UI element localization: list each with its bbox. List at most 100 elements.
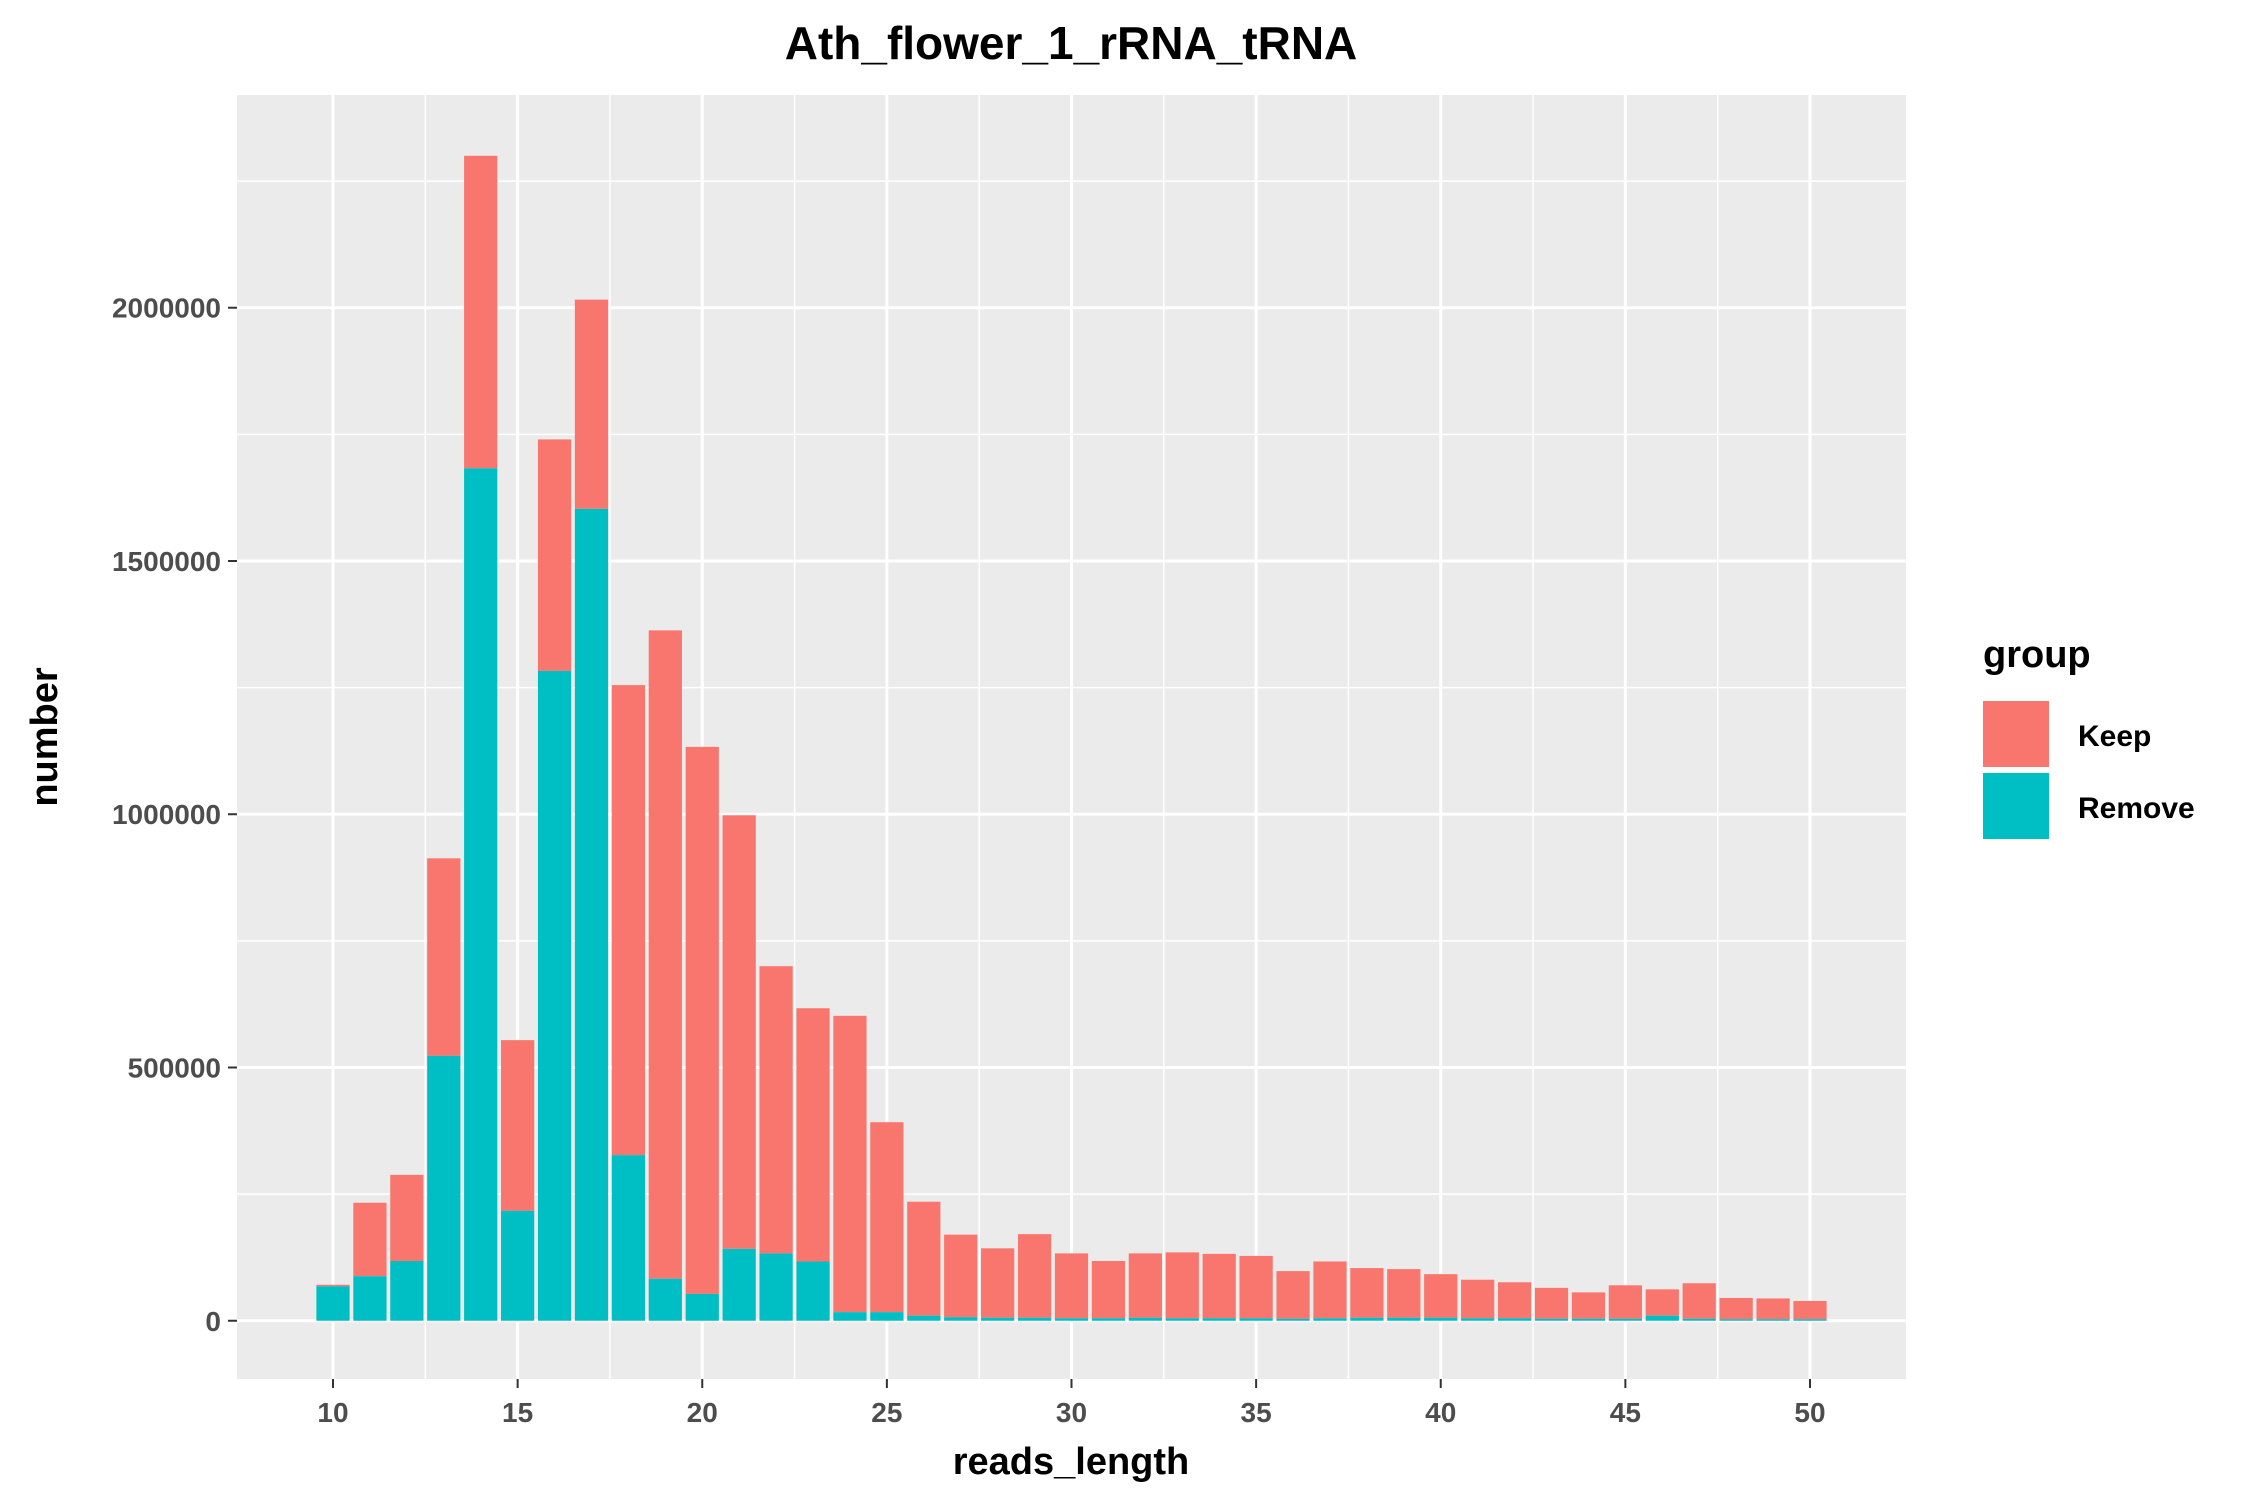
bar-keep [1350, 1268, 1384, 1318]
y-tick-label: 500000 [128, 1052, 221, 1083]
x-tick-label: 20 [687, 1397, 718, 1428]
bar-remove [1017, 1317, 1052, 1321]
bar-keep [1239, 1255, 1273, 1319]
legend: group Keep Remove [1983, 634, 2195, 839]
bar-keep [537, 439, 572, 671]
bar-remove [759, 1253, 793, 1321]
bar-keep [870, 1122, 904, 1313]
bar-remove [1387, 1317, 1421, 1321]
bar-remove [611, 1155, 646, 1321]
bar-remove [870, 1312, 904, 1321]
bar-keep [390, 1174, 424, 1261]
bar-remove [1571, 1318, 1606, 1321]
x-tick-label: 40 [1425, 1397, 1456, 1428]
legend-label-remove: Remove [2078, 792, 2195, 825]
bar-keep [1461, 1279, 1495, 1319]
bar-keep [1017, 1234, 1052, 1318]
y-tick-label: 2000000 [112, 293, 221, 324]
bar-keep [316, 1284, 350, 1287]
bar-remove [1424, 1317, 1458, 1321]
y-axis: 0 500000 1000000 1500000 2000000 [112, 293, 237, 1337]
bar-keep [1054, 1253, 1089, 1319]
bar-keep [1091, 1260, 1126, 1319]
bar-remove [574, 508, 609, 1321]
bar-keep [1202, 1253, 1236, 1319]
bar-keep [759, 966, 793, 1254]
bar-keep [981, 1248, 1015, 1318]
bar-keep [833, 1015, 867, 1313]
bar-remove [1350, 1317, 1384, 1321]
bar-keep [1313, 1261, 1347, 1319]
y-tick-label: 1000000 [112, 799, 221, 830]
chart-title: Ath_flower_1_rRNA_tRNA [785, 17, 1358, 69]
bar-remove [427, 1055, 461, 1321]
bar-remove [501, 1210, 535, 1321]
bar-remove [1682, 1318, 1716, 1321]
bar-remove [1461, 1318, 1495, 1321]
bar-keep [353, 1202, 387, 1277]
bar-keep [1608, 1285, 1642, 1319]
bar-keep [1424, 1274, 1458, 1318]
bar-remove [944, 1317, 978, 1321]
bar-remove [1608, 1318, 1642, 1321]
bar-keep [1497, 1282, 1532, 1319]
bar-remove [722, 1248, 756, 1321]
bar-keep [1571, 1292, 1606, 1319]
x-tick-label: 10 [317, 1397, 348, 1428]
bar-remove [1719, 1319, 1753, 1321]
bar-remove [907, 1315, 941, 1321]
bar-remove [1534, 1318, 1569, 1321]
bar-remove [1054, 1318, 1089, 1321]
x-tick-label: 15 [502, 1397, 533, 1428]
bar-remove [316, 1286, 350, 1321]
bar-remove [1497, 1318, 1532, 1321]
bar-remove [833, 1312, 867, 1321]
x-axis: 10 15 20 25 30 35 40 45 50 [317, 1379, 1826, 1428]
y-tick-label: 1500000 [112, 546, 221, 577]
x-tick-label: 45 [1610, 1397, 1641, 1428]
bar-keep [907, 1201, 941, 1316]
bar-keep [611, 685, 646, 1156]
legend-key-remove [1983, 773, 2049, 839]
bar-keep [1534, 1287, 1569, 1319]
bar-keep [796, 1008, 830, 1262]
bar-remove [1128, 1317, 1162, 1321]
bar-remove [685, 1293, 719, 1321]
bar-remove [464, 468, 498, 1321]
bar-remove [353, 1276, 387, 1321]
bar-remove [796, 1261, 830, 1321]
bar-remove [537, 670, 572, 1321]
bar-remove [1645, 1315, 1679, 1321]
y-axis-title: number [24, 667, 66, 807]
bar-keep [648, 630, 682, 1279]
bar-keep [1165, 1252, 1199, 1319]
bar-remove [981, 1317, 1015, 1321]
bar-keep [1756, 1298, 1790, 1320]
legend-key-keep [1983, 701, 2049, 767]
bar-keep [1793, 1300, 1827, 1320]
x-tick-label: 25 [871, 1397, 902, 1428]
bar-keep [1645, 1289, 1679, 1316]
bar-remove [1239, 1318, 1273, 1321]
bar-keep [722, 815, 756, 1249]
bar-keep [944, 1234, 978, 1318]
x-axis-title: reads_length [953, 1441, 1190, 1483]
bar-keep [1719, 1297, 1753, 1320]
x-tick-label: 35 [1241, 1397, 1272, 1428]
bar-remove [1756, 1319, 1790, 1321]
bar-keep [464, 155, 498, 469]
bar-remove [1202, 1318, 1236, 1321]
legend-label-keep: Keep [2078, 720, 2151, 753]
bar-keep [574, 299, 609, 509]
bar-keep [427, 858, 461, 1056]
bar-keep [1682, 1283, 1716, 1319]
x-tick-label: 30 [1056, 1397, 1087, 1428]
bar-remove [390, 1260, 424, 1321]
legend-title: group [1983, 634, 2091, 676]
bar-keep [1128, 1253, 1162, 1318]
bar-keep [1387, 1269, 1421, 1318]
bar-remove [1793, 1319, 1827, 1321]
bar-remove [1276, 1318, 1310, 1321]
bar-remove [1313, 1318, 1347, 1321]
